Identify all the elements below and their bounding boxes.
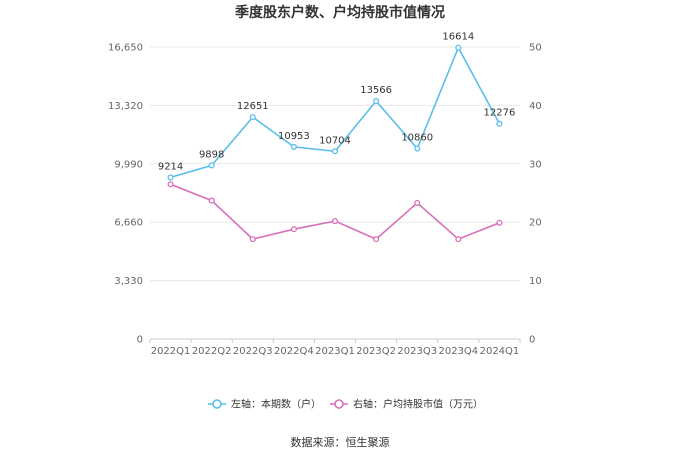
right-axis-tick-label: 10 — [529, 276, 542, 287]
data-point[interactable] — [496, 219, 503, 226]
data-label: 16614 — [442, 32, 474, 43]
left-axis-tick-label: 16,650 — [108, 43, 143, 54]
right-axis-tick-label: 20 — [529, 218, 542, 229]
data-label: 9898 — [199, 149, 224, 160]
legend-marker — [212, 399, 222, 409]
x-axis-tick-label: 2022Q2 — [192, 346, 232, 357]
left-axis-tick-label: 0 — [137, 335, 143, 346]
x-axis-tick-label: 2022Q1 — [151, 346, 191, 357]
series-2 — [167, 181, 503, 243]
legend-item-2[interactable]: 右轴：户均持股市值（万元） — [330, 398, 483, 411]
data-point[interactable] — [496, 120, 503, 127]
series-1: 9214 9898 12651 10953 10704 13566 10860 16614 12… — [158, 32, 516, 181]
data-point[interactable] — [290, 143, 297, 150]
data-point[interactable] — [249, 114, 256, 121]
data-label: 12276 — [484, 108, 516, 119]
right-axis-tick-label: 40 — [529, 101, 542, 112]
data-point[interactable] — [455, 236, 462, 243]
left-axis-ticks: 0 3,330 6,660 9,990 13,320 16,650 — [108, 43, 143, 346]
data-point[interactable] — [373, 98, 380, 105]
left-axis-tick-label: 3,330 — [114, 276, 143, 287]
data-source: 数据来源：恒生聚源 — [291, 435, 390, 449]
x-axis-tick-label: 2024Q1 — [480, 346, 520, 357]
series-layer: 9214 9898 12651 10953 10704 13566 10860 16614 12… — [158, 32, 516, 243]
data-label: 9214 — [158, 161, 183, 172]
legend-item-1[interactable]: 左轴：本期数（户） — [208, 398, 321, 411]
data-label: 10953 — [278, 131, 310, 142]
legend-label: 右轴：户均持股市值（万元） — [353, 398, 483, 411]
data-point[interactable] — [290, 226, 297, 233]
x-axis-ticks: 2022Q1 2022Q2 2022Q3 2022Q4 2023Q1 2023Q2 2023… — [149, 339, 521, 357]
data-label: 10704 — [319, 135, 351, 146]
right-axis-tick-label: 30 — [529, 159, 542, 170]
left-axis-tick-label: 9,990 — [114, 159, 143, 170]
x-axis-tick-label: 2023Q4 — [438, 346, 478, 357]
data-point[interactable] — [373, 236, 380, 243]
x-axis-tick-label: 2022Q3 — [233, 346, 273, 357]
left-axis-tick-label: 6,660 — [114, 218, 143, 229]
x-axis-tick-label: 2023Q1 — [315, 346, 355, 357]
x-axis-tick-label: 2023Q2 — [356, 346, 396, 357]
data-point[interactable] — [167, 181, 174, 188]
data-point[interactable] — [331, 217, 339, 225]
data-point[interactable] — [208, 162, 215, 169]
legend-marker — [334, 399, 344, 409]
grid-lines — [150, 46, 520, 340]
data-point[interactable] — [414, 199, 421, 206]
data-label: 13566 — [360, 85, 392, 96]
right-axis-tick-label: 50 — [529, 43, 542, 54]
data-point[interactable] — [167, 174, 174, 181]
right-axis-tick-label: 0 — [529, 335, 535, 346]
data-label: 12651 — [237, 101, 269, 112]
data-point[interactable] — [249, 236, 256, 243]
x-axis-tick-label: 2022Q4 — [274, 346, 314, 357]
chart-title: 季度股东户数、户均持股市值情况 — [234, 4, 445, 21]
series-line — [170, 183, 500, 241]
data-point[interactable] — [208, 197, 215, 204]
data-point[interactable] — [331, 148, 339, 155]
right-axis-ticks: 0 10 20 30 40 50 — [529, 43, 542, 346]
legend-label: 左轴：本期数（户） — [231, 398, 321, 411]
data-point[interactable] — [414, 145, 421, 152]
legend[interactable]: 左轴：本期数（户） 右轴：户均持股市值（万元） — [208, 398, 483, 411]
data-label: 10860 — [401, 133, 433, 144]
x-axis-tick-label: 2023Q3 — [397, 346, 437, 357]
data-point[interactable] — [455, 44, 462, 51]
left-axis-tick-label: 13,320 — [108, 101, 143, 112]
